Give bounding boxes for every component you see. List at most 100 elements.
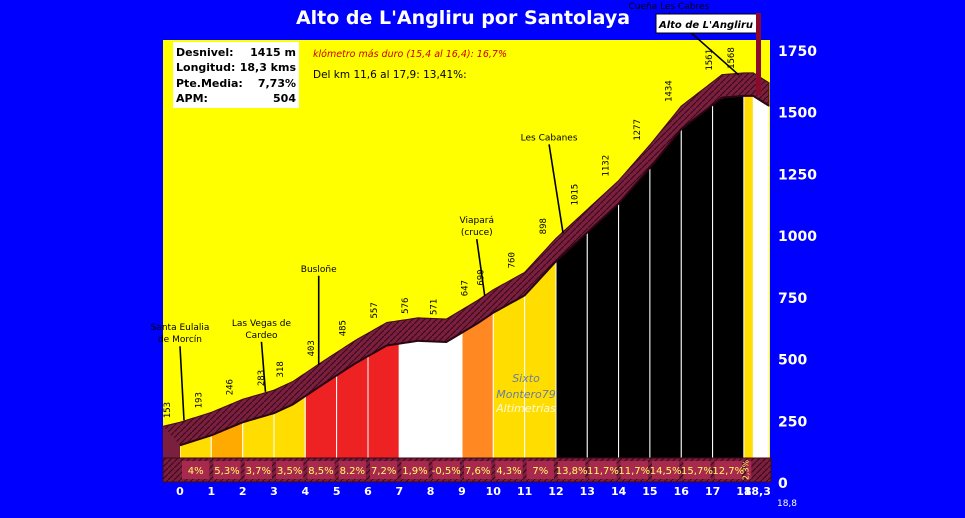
gradient-label-14: 11,7% — [618, 466, 650, 477]
altitude-label-14: 1015 — [570, 184, 580, 206]
gradient-cell-0 — [182, 461, 210, 479]
watermark-line-1: Sixto — [512, 372, 540, 385]
watermark-line-3: Altimetrías — [495, 402, 556, 415]
gradient-cell-13 — [589, 461, 617, 479]
altitude-label-18: 1561 — [705, 49, 715, 71]
y-tick-label-5: 1250 — [778, 167, 817, 183]
watermark-line-2: Montero79 — [496, 388, 556, 401]
stat-label-longitud: Longitud: — [176, 61, 235, 74]
gradient-cell-18 — [745, 461, 752, 479]
gradient-labels: 4% 5,3% 3,7% 3,5% 8,5% 8.2% 7,2% 1,9% -0,5% 7,6% 4… — [182, 459, 752, 480]
road-start-block — [163, 426, 180, 458]
altitude-label-16: 1277 — [633, 119, 643, 141]
x-tick-label-15: 15 — [642, 485, 657, 498]
x-tick-label-6: 6 — [364, 485, 372, 498]
stat-label-desnivel: Desnivel: — [176, 46, 234, 59]
x-tick-label-3: 3 — [270, 485, 278, 498]
gradient-label-13: 11,7% — [587, 466, 619, 477]
altitude-label-15: 1132 — [602, 155, 612, 177]
altitude-label-4: 318 — [276, 361, 286, 377]
stat-value-pte-media: 7,73% — [258, 77, 296, 90]
stat-label-pte-media: Pte.Media: — [176, 77, 243, 90]
gradient-cell-15 — [651, 461, 680, 479]
gradient-cell-2 — [244, 461, 272, 479]
place-label-1: Las Vegas de — [232, 319, 292, 329]
segment-bar-15 — [649, 127, 682, 459]
segment-bar-18 — [743, 95, 754, 459]
x-tick-label-8: 8 — [427, 485, 435, 498]
segment-bar-12 — [555, 231, 588, 459]
x-end-label: 18,8 — [777, 499, 797, 509]
gradient-cell-3 — [275, 461, 304, 479]
summit-marker: Alto de L'Angliru — [655, 13, 761, 95]
summit-descent-bar — [753, 95, 769, 458]
altitude-labels: 153 193 246 283 318 403 485 557 576 571 647 690 760 8… — [163, 47, 737, 418]
altitude-label-6: 485 — [338, 320, 348, 336]
altitude-label-0: 153 — [163, 402, 173, 418]
summit-label: Alto de L'Angliru — [658, 20, 753, 31]
road-edge — [162, 94, 770, 451]
gradient-cell-17 — [714, 461, 742, 479]
gradient-cell-7 — [401, 461, 429, 479]
x-tick-label-2: 2 — [239, 485, 247, 498]
gradient-label-6: 7,2% — [371, 466, 396, 477]
segment-bar-8 — [430, 331, 463, 459]
altitude-label-11: 690 — [476, 269, 486, 285]
place-label-0: Santa Eulalia — [151, 323, 210, 333]
gradient-cell-11 — [526, 461, 554, 479]
gradient-cell-6 — [369, 461, 398, 479]
gradient-label-4: 8,5% — [308, 466, 333, 477]
x-tick-label-11: 11 — [517, 485, 532, 498]
x-tick-label-19: 18,3 — [744, 485, 771, 498]
gradient-label-12: 13,8% — [556, 466, 588, 477]
altitude-label-3: 283 — [257, 370, 267, 386]
altitude-label-8: 576 — [401, 298, 411, 314]
gradient-label-16: 15,7% — [681, 466, 713, 477]
gradient-label-11: 7% — [532, 466, 548, 477]
gradient-cell-1 — [213, 461, 241, 479]
gradient-cell-8 — [432, 461, 460, 479]
place-label-2: Busloñe — [301, 265, 337, 275]
altitude-label-12: 760 — [508, 252, 518, 268]
altitude-label-9: 571 — [429, 299, 439, 315]
x-tick-label-13: 13 — [580, 485, 595, 498]
watermark: Sixto Montero79 Altimetrías — [495, 372, 556, 415]
road-surface — [162, 72, 770, 458]
place-leader-3 — [475, 239, 486, 297]
y-tick-label-4: 1000 — [778, 229, 817, 245]
note-hardest-km: klómetro más duro (15,4 al 16,4): 16,7% — [313, 49, 507, 60]
y-axis: 0 250 500 750 1000 1250 1500 1750 — [778, 44, 817, 492]
y-tick-label-6: 1500 — [778, 106, 817, 122]
gradient-label-7: 1,9% — [402, 466, 427, 477]
gradient-label-1: 5,3% — [214, 466, 239, 477]
altitude-label-7: 557 — [370, 302, 380, 318]
place-leader-4 — [548, 144, 564, 234]
x-tick-label-16: 16 — [674, 485, 690, 498]
x-tick-label-10: 10 — [486, 485, 502, 498]
place-label-line2-3: (cruce) — [461, 228, 493, 238]
y-tick-label-0: 0 — [778, 476, 788, 492]
gradient-cell-5 — [338, 461, 366, 479]
chart-title: Alto de L'Angliru por Santolaya — [296, 7, 630, 29]
stat-value-apm: 504 — [273, 92, 296, 105]
gradient-cell-4 — [307, 461, 335, 479]
altitude-label-13: 898 — [539, 218, 549, 234]
gradient-label-2: 3,7% — [246, 466, 271, 477]
stat-value-desnivel: 1415 m — [250, 46, 296, 59]
segment-bar-9 — [461, 311, 494, 459]
x-tick-label-12: 12 — [548, 485, 563, 498]
place-label-4: Les Cabanes — [521, 133, 578, 143]
y-tick-label-2: 500 — [778, 353, 807, 369]
gradient-label-0: 4% — [188, 466, 204, 477]
segment-bar-13 — [586, 202, 620, 459]
x-tick-label-14: 14 — [611, 485, 627, 498]
x-tick-label-5: 5 — [333, 485, 341, 498]
gradient-cell-16 — [683, 461, 711, 479]
segment-bar-14 — [618, 166, 651, 459]
x-tick-label-18: 18 — [736, 485, 751, 498]
stats-box-background — [173, 42, 299, 108]
gradient-label-3: 3,5% — [277, 466, 302, 477]
